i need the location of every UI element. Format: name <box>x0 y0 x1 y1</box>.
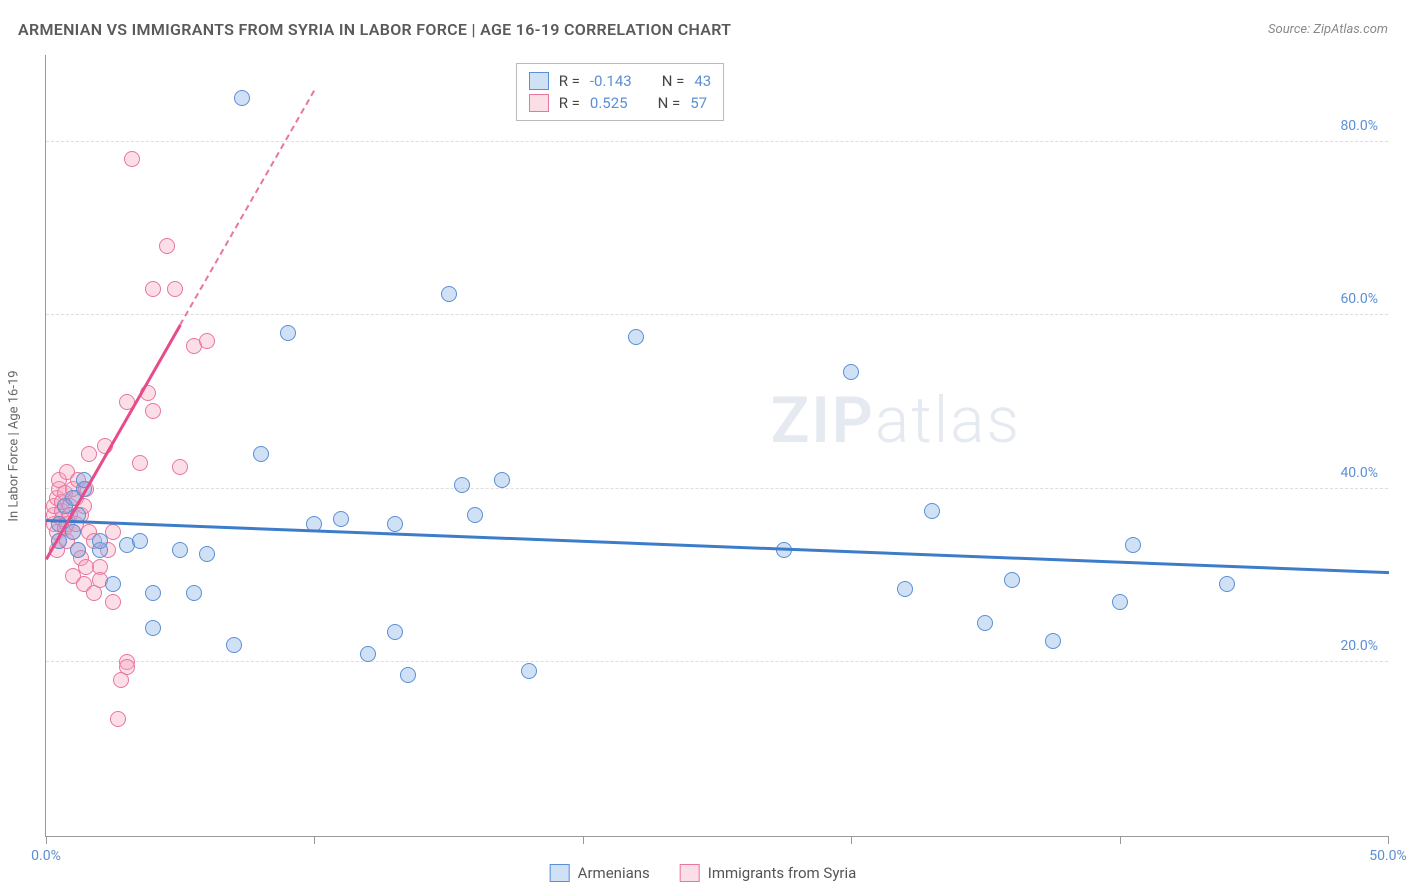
plot-area: 20.0%40.0%60.0%80.0%0.0%50.0% <box>46 55 1388 836</box>
n-value: 43 <box>694 72 711 90</box>
trend-line <box>179 90 315 326</box>
data-point <box>186 585 202 601</box>
legend-label: Immigrants from Syria <box>708 864 857 882</box>
x-tick <box>314 836 315 844</box>
stats-row: R = -0.143 N = 43 <box>529 70 712 92</box>
data-point <box>454 477 470 493</box>
r-label: R = <box>559 72 580 90</box>
data-point <box>132 455 148 471</box>
source-attribution: Source: ZipAtlas.com <box>1268 22 1388 37</box>
x-tick <box>46 836 47 844</box>
data-point <box>124 151 140 167</box>
data-point <box>110 711 126 727</box>
stats-row: R = 0.525 N = 57 <box>529 92 712 114</box>
legend-swatch <box>680 864 700 882</box>
data-point <box>145 620 161 636</box>
data-point <box>628 329 644 345</box>
grid-line <box>46 314 1388 315</box>
data-point <box>521 663 537 679</box>
x-tick-label: 0.0% <box>31 848 61 864</box>
data-point <box>977 615 993 631</box>
data-point <box>105 524 121 540</box>
data-point <box>159 238 175 254</box>
data-point <box>65 524 81 540</box>
data-point <box>924 503 940 519</box>
legend-item: Immigrants from Syria <box>680 864 857 882</box>
r-label: R = <box>559 94 580 112</box>
data-point <box>1004 572 1020 588</box>
chart-title: ARMENIAN VS IMMIGRANTS FROM SYRIA IN LAB… <box>18 20 731 39</box>
n-label: N = <box>658 94 681 112</box>
data-point <box>387 624 403 640</box>
data-point <box>253 446 269 462</box>
data-point <box>467 507 483 523</box>
x-tick <box>583 836 584 844</box>
legend: Armenians Immigrants from Syria <box>550 864 857 882</box>
n-value: 57 <box>690 94 707 112</box>
legend-label: Armenians <box>578 864 650 882</box>
legend-swatch <box>529 94 549 112</box>
x-tick-label: 50.0% <box>1369 848 1406 864</box>
data-point <box>199 546 215 562</box>
data-point <box>172 542 188 558</box>
x-tick <box>851 836 852 844</box>
y-tick-label: 80.0% <box>1340 118 1378 134</box>
y-tick-label: 20.0% <box>1340 638 1378 654</box>
grid-line <box>46 661 1388 662</box>
legend-item: Armenians <box>550 864 650 882</box>
legend-swatch <box>529 72 549 90</box>
data-point <box>897 581 913 597</box>
data-point <box>132 533 148 549</box>
data-point <box>145 585 161 601</box>
data-point <box>1045 633 1061 649</box>
chart-area: In Labor Force | Age 16-19 20.0%40.0%60.… <box>45 55 1388 837</box>
data-point <box>70 542 86 558</box>
r-value: 0.525 <box>590 94 628 112</box>
grid-line <box>46 141 1388 142</box>
data-point <box>1125 537 1141 553</box>
r-value: -0.143 <box>590 72 632 90</box>
y-tick-label: 60.0% <box>1340 291 1378 307</box>
data-point <box>81 446 97 462</box>
data-point <box>1219 576 1235 592</box>
x-tick <box>1120 836 1121 844</box>
data-point <box>145 281 161 297</box>
y-axis-label: In Labor Force | Age 16-19 <box>7 370 22 521</box>
data-point <box>843 364 859 380</box>
x-tick <box>1388 836 1389 844</box>
data-point <box>145 403 161 419</box>
data-point <box>387 516 403 532</box>
trend-line <box>46 519 1389 574</box>
data-point <box>167 281 183 297</box>
data-point <box>172 459 188 475</box>
data-point <box>234 90 250 106</box>
data-point <box>1112 594 1128 610</box>
y-tick-label: 40.0% <box>1340 465 1378 481</box>
data-point <box>119 659 135 675</box>
data-point <box>199 333 215 349</box>
grid-line <box>46 488 1388 489</box>
data-point <box>226 637 242 653</box>
correlation-stats-box: R = -0.143 N = 43 R = 0.525 N = 57 <box>516 63 725 121</box>
data-point <box>92 533 108 549</box>
data-point <box>105 594 121 610</box>
data-point <box>360 646 376 662</box>
legend-swatch <box>550 864 570 882</box>
data-point <box>494 472 510 488</box>
n-label: N = <box>662 72 685 90</box>
data-point <box>333 511 349 527</box>
data-point <box>441 286 457 302</box>
data-point <box>280 325 296 341</box>
data-point <box>105 576 121 592</box>
data-point <box>400 667 416 683</box>
